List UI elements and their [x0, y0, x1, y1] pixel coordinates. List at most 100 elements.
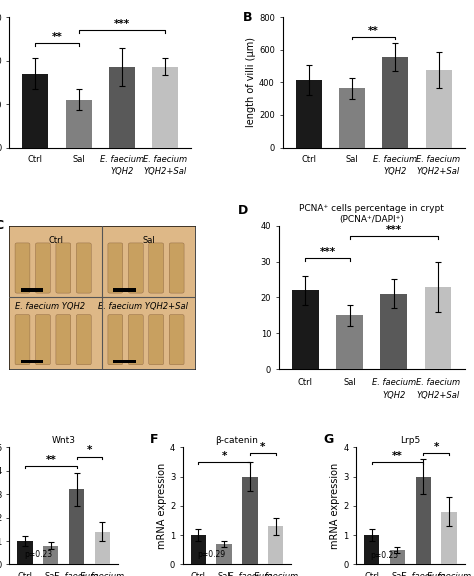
FancyBboxPatch shape — [56, 243, 71, 293]
Text: Ctrl: Ctrl — [18, 571, 32, 576]
Y-axis label: mRNA expression: mRNA expression — [157, 463, 167, 549]
Bar — [113, 288, 136, 291]
Text: E. faecium: E. faecium — [417, 156, 461, 164]
Bar — [109, 67, 135, 147]
Text: E. faecium: E. faecium — [416, 378, 460, 386]
Text: **: ** — [392, 450, 403, 461]
Text: Sal: Sal — [346, 156, 358, 164]
Bar — [22, 74, 48, 147]
Text: Sal: Sal — [73, 156, 85, 164]
Text: E. faecium: E. faecium — [427, 571, 471, 576]
Text: *: * — [87, 445, 92, 456]
Bar — [336, 315, 363, 369]
Text: E. faecium: E. faecium — [254, 571, 298, 576]
Bar — [364, 535, 379, 564]
Text: G: G — [324, 433, 334, 446]
Text: E. faecium YQH2: E. faecium YQH2 — [15, 302, 85, 310]
FancyBboxPatch shape — [36, 243, 50, 293]
Text: p=0.29: p=0.29 — [197, 550, 225, 559]
Bar — [216, 544, 232, 564]
Text: ***: *** — [386, 225, 402, 235]
Text: B: B — [243, 11, 252, 24]
Text: Ctrl: Ctrl — [191, 571, 206, 576]
Text: E. faecium: E. faecium — [373, 156, 417, 164]
Text: YQH2+Sal: YQH2+Sal — [416, 391, 460, 400]
FancyBboxPatch shape — [149, 314, 164, 365]
Bar — [339, 88, 365, 147]
Text: Ctrl: Ctrl — [364, 571, 379, 576]
FancyBboxPatch shape — [108, 243, 123, 293]
Bar — [69, 490, 84, 564]
Bar — [95, 532, 110, 564]
Text: Ctrl: Ctrl — [298, 378, 313, 386]
Text: p=0.23: p=0.23 — [24, 550, 52, 559]
FancyBboxPatch shape — [15, 243, 30, 293]
Bar — [426, 70, 452, 147]
Y-axis label: length of villi (μm): length of villi (μm) — [246, 37, 256, 127]
Text: Sal: Sal — [343, 378, 356, 386]
Text: ***: *** — [319, 247, 336, 256]
Bar — [66, 100, 92, 147]
Bar — [381, 294, 407, 369]
Bar — [21, 288, 43, 291]
Text: E. faecium: E. faecium — [55, 571, 99, 576]
FancyBboxPatch shape — [76, 243, 91, 293]
Text: *: * — [433, 442, 439, 452]
FancyBboxPatch shape — [169, 314, 184, 365]
Text: **: ** — [52, 32, 63, 42]
Bar — [390, 550, 405, 564]
Text: E. faecium: E. faecium — [144, 156, 188, 164]
Text: Ctrl: Ctrl — [301, 156, 316, 164]
Title: Lrp5: Lrp5 — [400, 436, 420, 445]
Text: F: F — [150, 433, 159, 446]
Text: YQH2+Sal: YQH2+Sal — [417, 167, 460, 176]
Title: PCNA⁺ cells percentage in crypt
(PCNA⁺/DAPI⁺): PCNA⁺ cells percentage in crypt (PCNA⁺/D… — [299, 204, 444, 223]
Text: Ctrl: Ctrl — [28, 156, 43, 164]
FancyBboxPatch shape — [36, 314, 50, 365]
Text: E. faecium: E. faecium — [228, 571, 272, 576]
FancyBboxPatch shape — [76, 314, 91, 365]
Bar — [295, 80, 321, 147]
Bar — [242, 476, 258, 564]
FancyBboxPatch shape — [169, 243, 184, 293]
Text: Sal: Sal — [391, 571, 404, 576]
Text: E. faecium: E. faecium — [100, 156, 144, 164]
Bar — [382, 57, 408, 147]
Text: YQH2: YQH2 — [382, 391, 405, 400]
Text: YQH2: YQH2 — [383, 167, 407, 176]
Text: YQH2+Sal: YQH2+Sal — [144, 167, 187, 176]
Text: **: ** — [46, 455, 56, 465]
Text: *: * — [221, 450, 227, 461]
Bar — [21, 360, 43, 363]
FancyBboxPatch shape — [128, 314, 143, 365]
Text: D: D — [238, 204, 248, 217]
Text: Ctrl: Ctrl — [48, 236, 64, 245]
Title: β-catenin: β-catenin — [216, 436, 258, 445]
Text: Sal: Sal — [45, 571, 57, 576]
Bar — [292, 290, 319, 369]
Bar — [441, 511, 457, 564]
Bar — [17, 541, 33, 564]
FancyBboxPatch shape — [149, 243, 164, 293]
FancyBboxPatch shape — [15, 314, 30, 365]
Bar — [191, 535, 206, 564]
Text: E. faecium: E. faecium — [372, 378, 416, 386]
Bar — [425, 287, 451, 369]
Text: Sal: Sal — [218, 571, 230, 576]
Bar — [43, 545, 58, 564]
Bar — [153, 67, 179, 147]
FancyBboxPatch shape — [108, 314, 123, 365]
Bar — [416, 476, 431, 564]
Title: Wnt3: Wnt3 — [52, 436, 76, 445]
Text: E. faecium: E. faecium — [401, 571, 445, 576]
Text: ***: *** — [114, 19, 130, 29]
Text: E. faecium: E. faecium — [80, 571, 124, 576]
FancyBboxPatch shape — [128, 243, 143, 293]
Text: Sal: Sal — [142, 236, 155, 245]
Text: C: C — [0, 218, 4, 232]
Y-axis label: mRNA expression: mRNA expression — [330, 463, 340, 549]
Text: YQH2: YQH2 — [110, 167, 134, 176]
Text: **: ** — [368, 25, 379, 36]
Text: p=0.25: p=0.25 — [371, 551, 399, 560]
Bar — [113, 360, 136, 363]
